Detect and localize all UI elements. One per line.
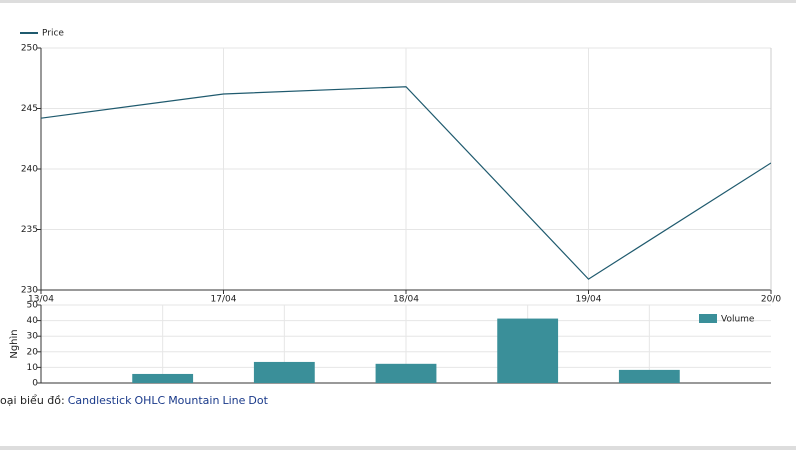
chart-type-link[interactable]: Candlestick: [67, 394, 132, 407]
y-tick-label: 10: [27, 363, 39, 373]
y-axis-title: Nghìn: [8, 329, 20, 358]
chart-type-link[interactable]: OHLC: [134, 394, 166, 407]
bottom-border: [0, 446, 796, 450]
y-tick-label: 20: [27, 347, 39, 357]
y-tick-label: 230: [21, 286, 38, 296]
bar: [497, 318, 559, 383]
bar: [132, 373, 194, 383]
chart-type-link[interactable]: Line: [222, 394, 246, 407]
price-line: [40, 86, 771, 280]
x-tick-label: 20/0: [761, 295, 781, 305]
bar: [253, 361, 315, 383]
chart-type-label: oại biểu đồ:: [0, 394, 65, 407]
bar: [375, 363, 437, 383]
y-tick-label: 0: [32, 379, 38, 389]
y-tick-label: 30: [27, 332, 39, 342]
chart-type-link[interactable]: Mountain: [168, 394, 220, 407]
y-tick-label: 245: [21, 104, 38, 114]
chart-type-link[interactable]: Dot: [248, 394, 268, 407]
chart-type-bar: oại biểu đồ: Candlestick OHLC Mountain Line D…: [0, 394, 268, 407]
y-tick-label: 40: [27, 316, 39, 326]
y-tick-label: 250: [21, 44, 38, 54]
legend-swatch: [699, 314, 717, 323]
x-tick-label: 17/04: [211, 295, 237, 305]
y-tick-label: 235: [21, 225, 38, 235]
legend-label: Price: [42, 29, 64, 39]
top-border: [0, 0, 796, 3]
y-tick-label: 240: [21, 165, 38, 175]
legend-label: Volume: [721, 315, 755, 325]
bar: [618, 369, 680, 383]
x-tick-label: 19/04: [576, 295, 602, 305]
x-tick-label: 18/04: [393, 295, 419, 305]
y-tick-label: 50: [27, 301, 39, 311]
x-tick-label: 13/04: [28, 295, 54, 305]
